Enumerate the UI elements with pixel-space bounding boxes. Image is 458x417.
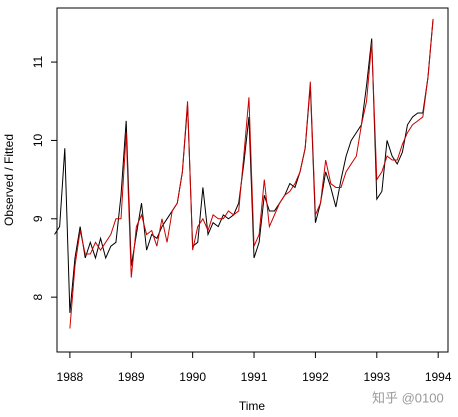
x-tick-label: 1994	[425, 370, 452, 384]
x-tick-label: 1992	[302, 370, 329, 384]
x-tick-label: 1990	[179, 370, 206, 384]
y-tick-label: 9	[31, 215, 45, 222]
x-tick-label: 1991	[241, 370, 268, 384]
series-line	[54, 18, 434, 313]
y-tick-label: 11	[31, 56, 45, 69]
y-tick-label: 10	[31, 133, 45, 147]
plot-box	[56, 7, 449, 353]
x-axis-title: Time	[239, 399, 266, 413]
watermark: 知乎 @0100	[372, 390, 444, 405]
y-tick-label: 8	[31, 293, 45, 300]
y-axis-title: Observed / Fitted	[2, 134, 16, 226]
x-tick-label: 1988	[57, 370, 84, 384]
x-tick-label: 1989	[118, 370, 145, 384]
series-line	[69, 18, 434, 329]
x-tick-label: 1993	[363, 370, 390, 384]
